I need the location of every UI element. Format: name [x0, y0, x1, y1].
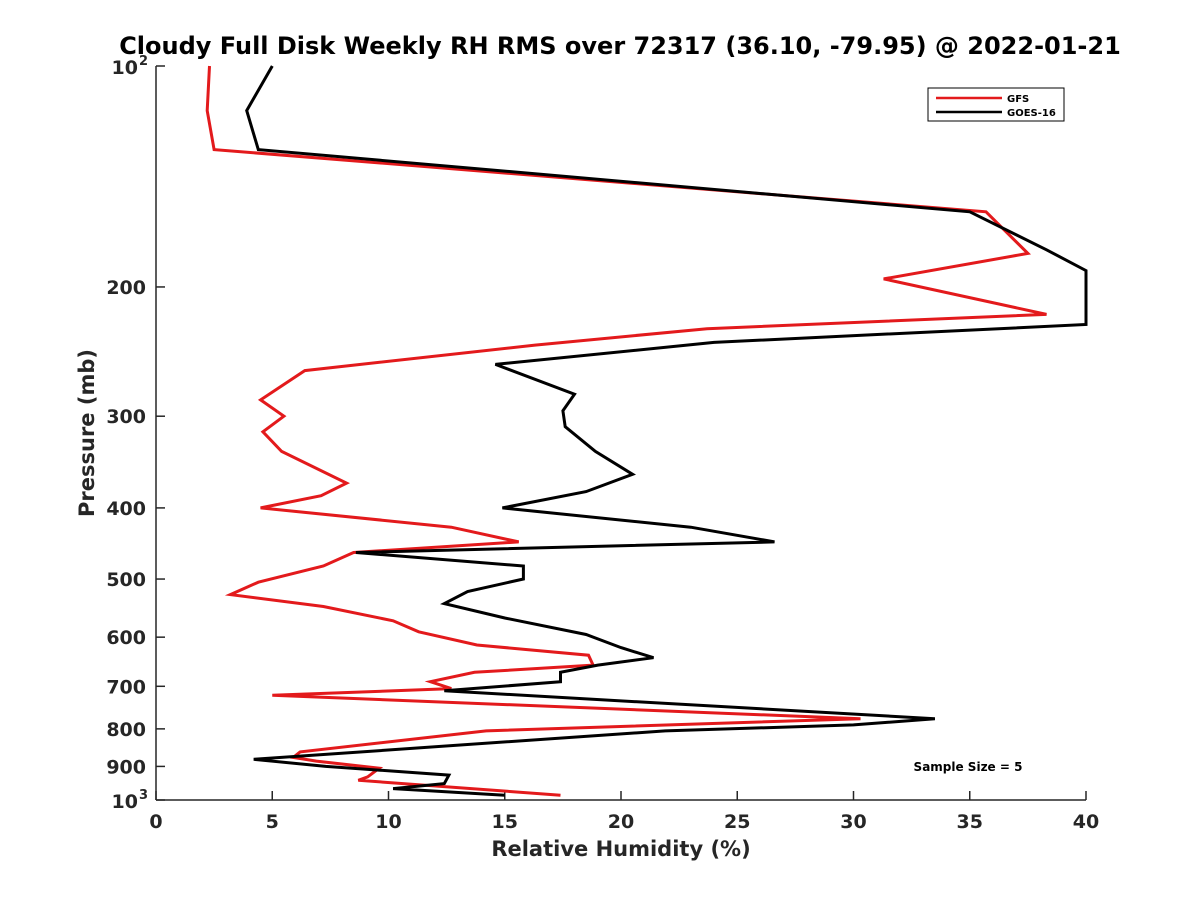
- y-axis-label: Pressure (mb): [75, 349, 99, 517]
- y-tick-label: 10: [112, 791, 138, 813]
- x-axis-label: Relative Humidity (%): [491, 837, 750, 861]
- y-tick-label: 10: [112, 57, 138, 79]
- y-tick-base: 10: [112, 57, 138, 79]
- y-tick-label: 600: [106, 627, 146, 649]
- y-tick-exponent: 3: [139, 788, 148, 803]
- y-tick-label: 400: [106, 498, 146, 520]
- legend-label: GFS: [1007, 94, 1029, 105]
- x-tick-label: 10: [375, 811, 401, 833]
- legend-box: [927, 87, 1065, 122]
- sample-size-annotation: Sample Size = 5: [914, 760, 1023, 774]
- x-tick-label: 40: [1073, 811, 1099, 833]
- x-ticks: 0 5 10 15 20 25 30 35 40: [149, 791, 1099, 833]
- y-tick-label: 500: [106, 569, 146, 591]
- x-tick-label: 5: [266, 811, 279, 833]
- x-tick-label: 15: [492, 811, 518, 833]
- x-tick-label: 20: [608, 811, 634, 833]
- x-tick-label: 25: [724, 811, 750, 833]
- y-tick-label: 300: [106, 406, 146, 428]
- series-line-gfs: [205, 65, 1047, 797]
- y-tick-exponent: 2: [139, 54, 148, 69]
- y-tick-label: 900: [106, 756, 146, 778]
- y-tick-label: 700: [106, 676, 146, 698]
- series-layer: [205, 65, 1088, 797]
- y-tick-label: 800: [106, 719, 146, 741]
- y-tick-label: 200: [106, 277, 146, 299]
- y-tick-base: 10: [112, 791, 138, 813]
- x-tick-label: 0: [149, 811, 162, 833]
- chart-title: Cloudy Full Disk Weekly RH RMS over 7231…: [119, 32, 1121, 60]
- legend: GFS GOES-16: [927, 87, 1065, 122]
- x-tick-label: 35: [957, 811, 983, 833]
- series-line-goes-16: [245, 65, 1088, 797]
- x-tick-label: 30: [840, 811, 866, 833]
- legend-label: GOES-16: [1007, 108, 1056, 119]
- plot-area: [155, 66, 1086, 801]
